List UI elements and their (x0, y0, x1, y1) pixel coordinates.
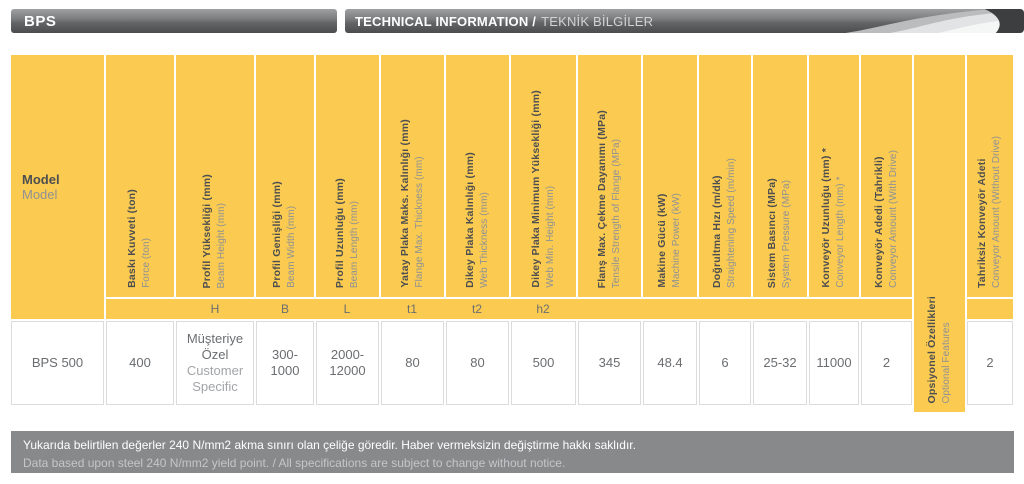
symbol-H: H (210, 302, 220, 316)
symbol-t1: t1 (406, 302, 418, 316)
disclaimer-bar: Yukarıda belirtilen değerler 240 N/mm2 a… (11, 431, 1014, 473)
symbol-h2: h2 (536, 302, 550, 316)
section-title-en: TECHNICAL INFORMATION / (355, 13, 537, 29)
column-header-force: Baskı Kuvveti (ton) Force (ton) (106, 55, 174, 297)
cell-system-pressure: 25-32 (753, 321, 807, 405)
column-header-beam-width: Profil Genişliği (mm) Beam Width (mm) (256, 55, 314, 297)
column-header-tensile-strength: Flanş Max. Çekme Dayanımı (MPa) Tensile S… (578, 55, 641, 297)
cell-web-thickness: 80 (446, 321, 509, 405)
section-title-bar: TECHNICAL INFORMATION / TEKNİK BİLGİLER (345, 9, 1024, 33)
column-header-conveyor-amount-with-drive: Konveyör Adedi (Tahrikli) Conveyor Amount… (861, 55, 912, 297)
header-swoosh-decoration-icon (845, 9, 1024, 33)
column-header-web-min-height: Dikey Plaka Minimum Yüksekliği (mm) Web M… (511, 55, 576, 297)
cell-beam-height-en: Customer Specific (186, 363, 244, 395)
column-header-conveyor-length: Konveyör Uzunluğu (mm) * Conveyor Length … (809, 55, 859, 297)
column-header-optional-features: Opsiyonel Özellikleri Optional Features (914, 55, 965, 412)
cell-flange-max-thickness: 80 (381, 321, 444, 405)
cell-web-min-height: 500 (511, 321, 576, 405)
disclaimer-line-tr: Yukarıda belirtilen değerler 240 N/mm2 a… (23, 438, 636, 452)
symbol-subheader-band-right (967, 299, 1013, 319)
column-header-machine-power: Makine Gücü (kW) Machine Power (kW) (643, 55, 697, 297)
cell-conveyor-amount-without-drive: 2 (967, 321, 1013, 405)
cell-beam-length: 2000- 12000 (316, 321, 379, 405)
column-header-straightening-speed: Doğrultma Hızı (m/dk) Straightening Speed… (699, 55, 751, 297)
symbol-L: L (343, 302, 351, 316)
cell-model: BPS 500 (11, 321, 104, 405)
column-header-system-pressure: Sistem Basıncı (MPa) System Pressure (MPa… (753, 55, 807, 297)
column-header-beam-height: Profil Yüksekliği (mm) Beam Height (mm) (176, 55, 254, 297)
cell-beam-height-tr: Müşteriye Özel (186, 330, 244, 362)
column-header-beam-length: Profil Uzunluğu (mm) Beam Length (mm) (316, 55, 379, 297)
product-title: BPS (24, 12, 57, 30)
cell-machine-power: 48.4 (643, 321, 697, 405)
column-header-model: Model Model (11, 55, 104, 319)
column-header-conveyor-amount-without-drive: Tahriksiz Konveyör Adeti Conveyor Amount … (967, 55, 1013, 297)
column-header-web-thickness: Dikey Plaka Kalınlığı (mm) Web Thickness … (446, 55, 509, 297)
symbol-t2: t2 (471, 302, 483, 316)
cell-straightening-speed: 6 (699, 321, 751, 405)
cell-beam-height: Müşteriye Özel Customer Specific (176, 321, 254, 405)
cell-force: 400 (106, 321, 174, 405)
column-header-flange-max-thickness: Yatay Plaka Maks. Kalınlığı (mm) Flange M… (381, 55, 444, 297)
cell-beam-width: 300- 1000 (256, 321, 314, 405)
symbol-subheader-band: H B L t1 t2 h2 (106, 299, 912, 319)
symbol-B: B (280, 302, 290, 316)
cell-conveyor-amount-with-drive: 2 (861, 321, 912, 405)
cell-conveyor-length: 11000 (809, 321, 859, 405)
disclaimer-line-en: Data based upon steel 240 N/mm2 yield po… (23, 456, 566, 470)
product-title-bar: BPS (11, 9, 337, 33)
section-title-tr: TEKNİK BİLGİLER (541, 13, 654, 29)
cell-tensile-strength: 345 (578, 321, 641, 405)
spec-table: Model Model Baskı Kuvveti (ton) Force (to… (11, 55, 1013, 412)
